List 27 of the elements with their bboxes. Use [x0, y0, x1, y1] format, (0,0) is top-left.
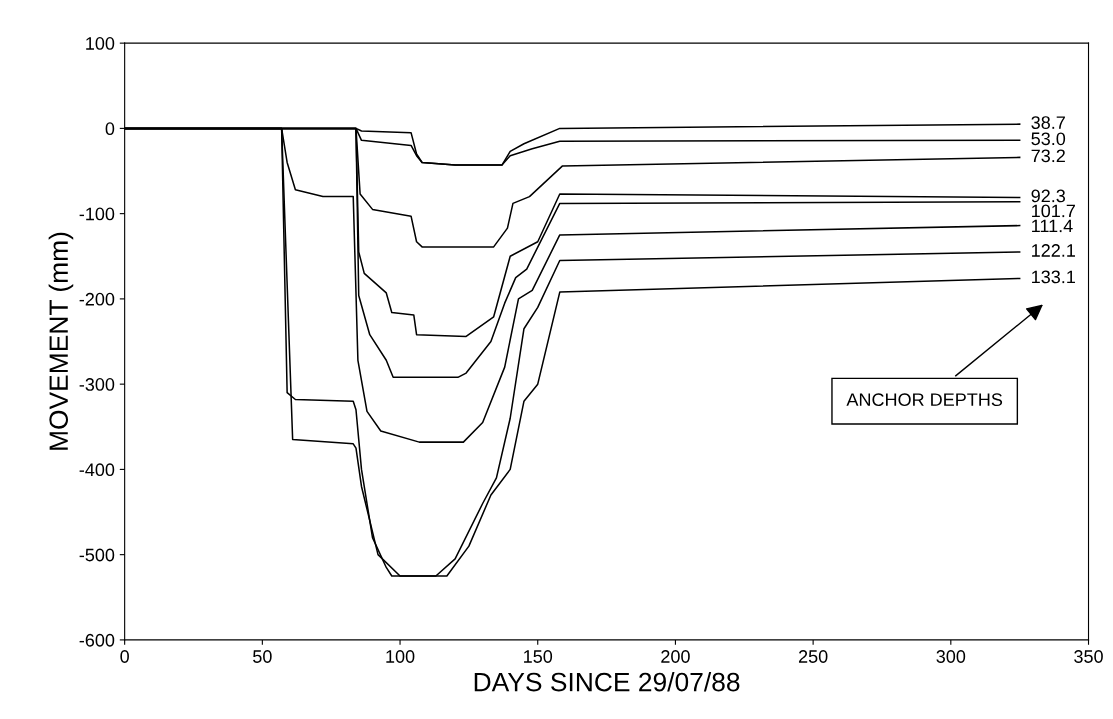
series-label: 133.1 [1032, 270, 1075, 284]
series-label: 111.4 [1032, 219, 1073, 233]
series-label: 101.7 [1032, 204, 1075, 218]
y-tick-label: -200 [79, 292, 115, 306]
x-tick-label: 150 [524, 650, 553, 663]
x-tick-label: 0 [120, 650, 129, 663]
series-label: 53.0 [1031, 132, 1066, 146]
y-tick-label: -600 [79, 633, 115, 647]
series-label: 73.2 [1031, 149, 1065, 163]
x-tick-label: 200 [661, 650, 690, 663]
series-label: 92.3 [1031, 189, 1066, 203]
x-axis-title: DAYS SINCE 29/07/88 [474, 672, 740, 692]
y-tick-label: 100 [86, 37, 115, 50]
x-tick-label: 250 [798, 650, 828, 663]
y-tick-label: 0 [105, 122, 115, 136]
x-tick-label: 50 [253, 650, 272, 663]
annotation: ANCHOR DEPTHS [846, 393, 1003, 407]
y-tick-label: -400 [79, 463, 115, 477]
x-tick-label: 300 [936, 650, 966, 663]
x-tick-label: 350 [1074, 650, 1103, 663]
y-tick-label: -100 [79, 207, 115, 221]
y-tick-label: -300 [79, 378, 115, 391]
y-tick-label: -500 [79, 548, 115, 562]
series-label: 122.1 [1032, 244, 1075, 257]
series-label: 38.7 [1031, 116, 1065, 129]
y-axis-title: MOVEMENT (mm) [48, 232, 74, 450]
x-tick-label: 100 [386, 650, 415, 663]
